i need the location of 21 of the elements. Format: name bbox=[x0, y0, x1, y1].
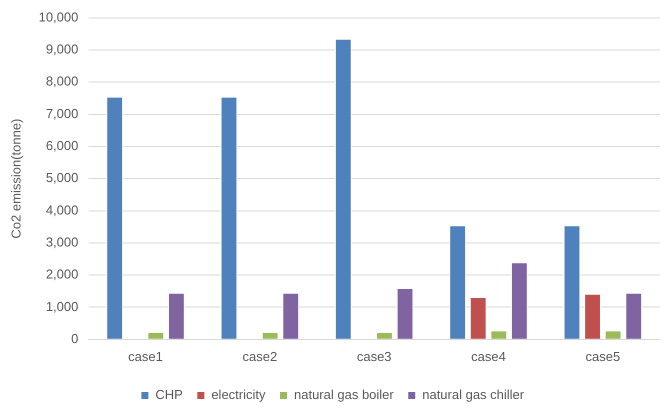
y-axis-title: Co2 emission(tonne) bbox=[8, 118, 24, 239]
legend-label: natural gas boiler bbox=[294, 387, 394, 402]
y-tick-label: 3,000 bbox=[46, 234, 78, 250]
legend-label: CHP bbox=[155, 387, 183, 402]
y-tick-label: 10,000 bbox=[38, 9, 78, 24]
y-tick-label: 0 bbox=[71, 330, 78, 346]
x-tick-label: case5 bbox=[585, 348, 620, 364]
legend-label: natural gas chiller bbox=[422, 387, 525, 402]
y-tick-label: 2,000 bbox=[46, 266, 78, 282]
x-tick-label: case4 bbox=[471, 348, 506, 364]
y-tick-label: 8,000 bbox=[46, 74, 78, 89]
y-tick-label: 7,000 bbox=[46, 106, 78, 121]
y-tick-label: 6,000 bbox=[46, 138, 78, 154]
x-tick-label: case2 bbox=[242, 348, 278, 364]
x-tick-label: case1 bbox=[128, 348, 163, 364]
y-tick-label: 1,000 bbox=[46, 298, 78, 314]
legend-label: electricity bbox=[211, 387, 266, 402]
y-tick-label: 4,000 bbox=[46, 202, 78, 218]
x-tick-label: case3 bbox=[356, 348, 392, 364]
y-tick-label: 9,000 bbox=[46, 42, 78, 57]
y-tick-label: 5,000 bbox=[46, 170, 78, 186]
